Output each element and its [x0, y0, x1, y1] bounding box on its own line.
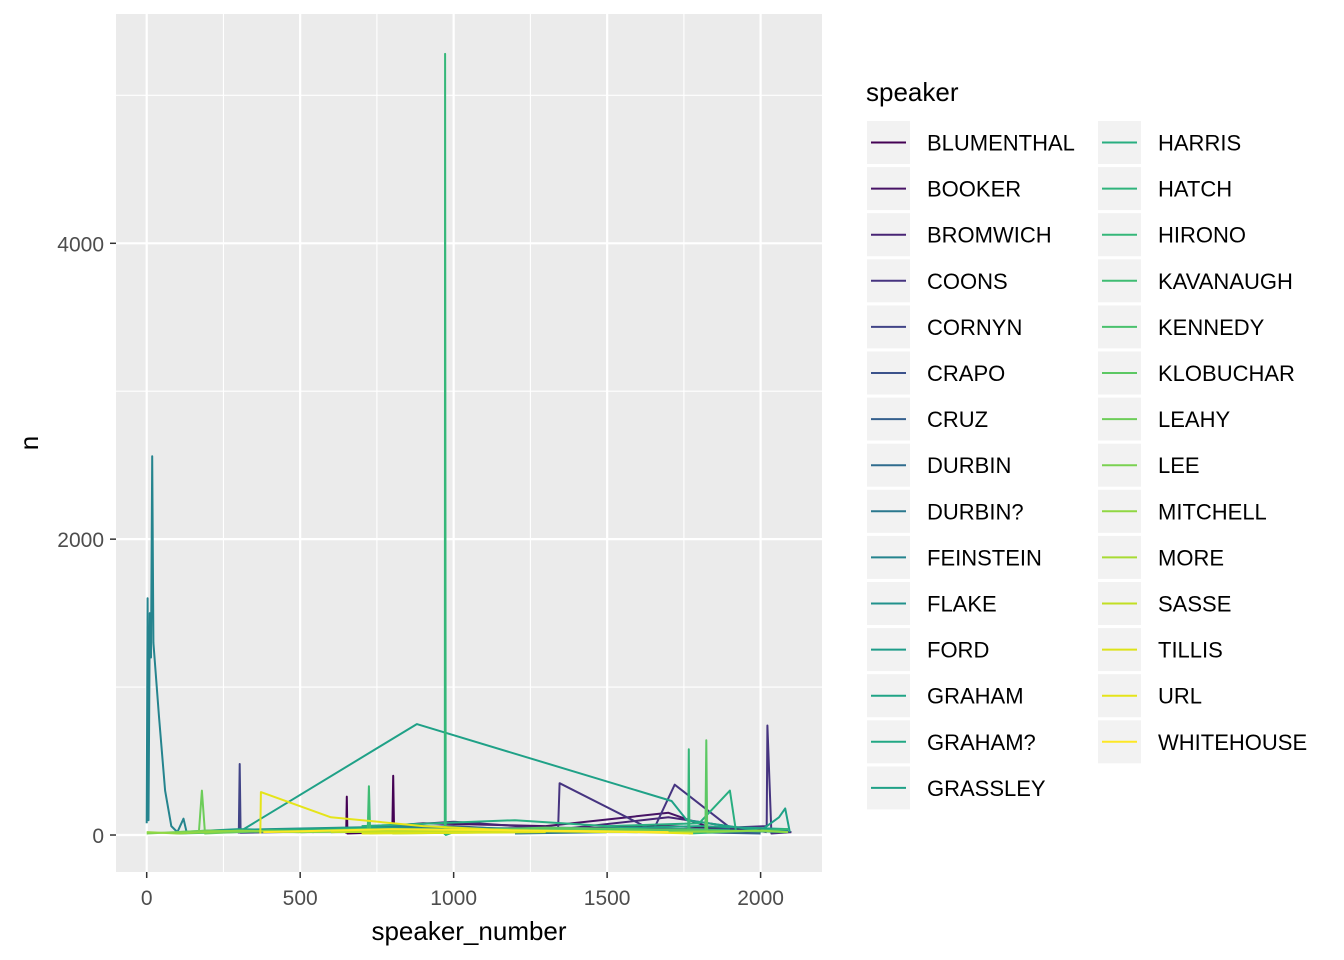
legend-label: BROMWICH — [927, 223, 1052, 248]
legend-label: TILLIS — [1158, 638, 1223, 663]
y-tick-label: 0 — [92, 825, 104, 848]
series-line-harris — [361, 789, 738, 833]
legend-label: CRAPO — [927, 361, 1005, 386]
legend-label: MORE — [1158, 545, 1224, 570]
legend-label: CRUZ — [927, 407, 988, 432]
legend-title: speaker — [866, 77, 959, 107]
series-layer — [145, 52, 792, 836]
legend-label: HATCH — [1158, 177, 1232, 202]
legend-label: URL — [1158, 684, 1202, 709]
x-tick-label: 2000 — [737, 887, 784, 910]
legend-label: GRAHAM? — [927, 730, 1036, 755]
legend-label: GRASSLEY — [927, 776, 1046, 801]
legend-label: KLOBUCHAR — [1158, 361, 1295, 386]
y-axis-title: n — [14, 436, 44, 450]
legend: speaker BLUMENTHAL BOOKER BROMWICH COONS COR… — [866, 77, 1307, 810]
legend-label: LEE — [1158, 453, 1200, 478]
x-axis: 0 500 1000 1500 2000 — [141, 872, 784, 910]
series-line-grassley — [238, 723, 791, 833]
legend-label: FEINSTEIN — [927, 545, 1042, 570]
legend-label: COONS — [927, 269, 1008, 294]
y-tick-label: 4000 — [57, 233, 104, 256]
legend-label: FORD — [927, 638, 989, 663]
panel-background — [116, 14, 822, 872]
legend-label: HARRIS — [1158, 131, 1241, 156]
legend-label: LEAHY — [1158, 407, 1230, 432]
legend-label: FLAKE — [927, 592, 997, 617]
series-line-whitehouse — [263, 828, 669, 834]
x-tick-label: 1000 — [430, 887, 477, 910]
series-line-tillis — [361, 831, 546, 835]
x-tick-label: 1500 — [584, 887, 631, 910]
legend-label: BOOKER — [927, 177, 1021, 202]
y-axis: 0 2000 4000 — [57, 233, 116, 848]
x-tick-label: 0 — [141, 887, 153, 910]
legend-label: HIRONO — [1158, 223, 1246, 248]
legend-label: KENNEDY — [1158, 315, 1265, 340]
x-axis-title: speaker_number — [371, 916, 566, 946]
legend-label: GRAHAM — [927, 684, 1024, 709]
legend-label: SASSE — [1158, 592, 1231, 617]
legend-label: DURBIN — [927, 453, 1011, 478]
legend-label: WHITEHOUSE — [1158, 730, 1307, 755]
x-tick-label: 500 — [283, 887, 318, 910]
legend-label: DURBIN? — [927, 499, 1024, 524]
legend-label: CORNYN — [927, 315, 1022, 340]
legend-label: KAVANAUGH — [1158, 269, 1293, 294]
grid-minor — [116, 14, 822, 872]
y-tick-label: 2000 — [57, 529, 104, 552]
grid-major — [116, 14, 822, 872]
legend-label: MITCHELL — [1158, 499, 1267, 524]
legend-label: BLUMENTHAL — [927, 131, 1075, 156]
